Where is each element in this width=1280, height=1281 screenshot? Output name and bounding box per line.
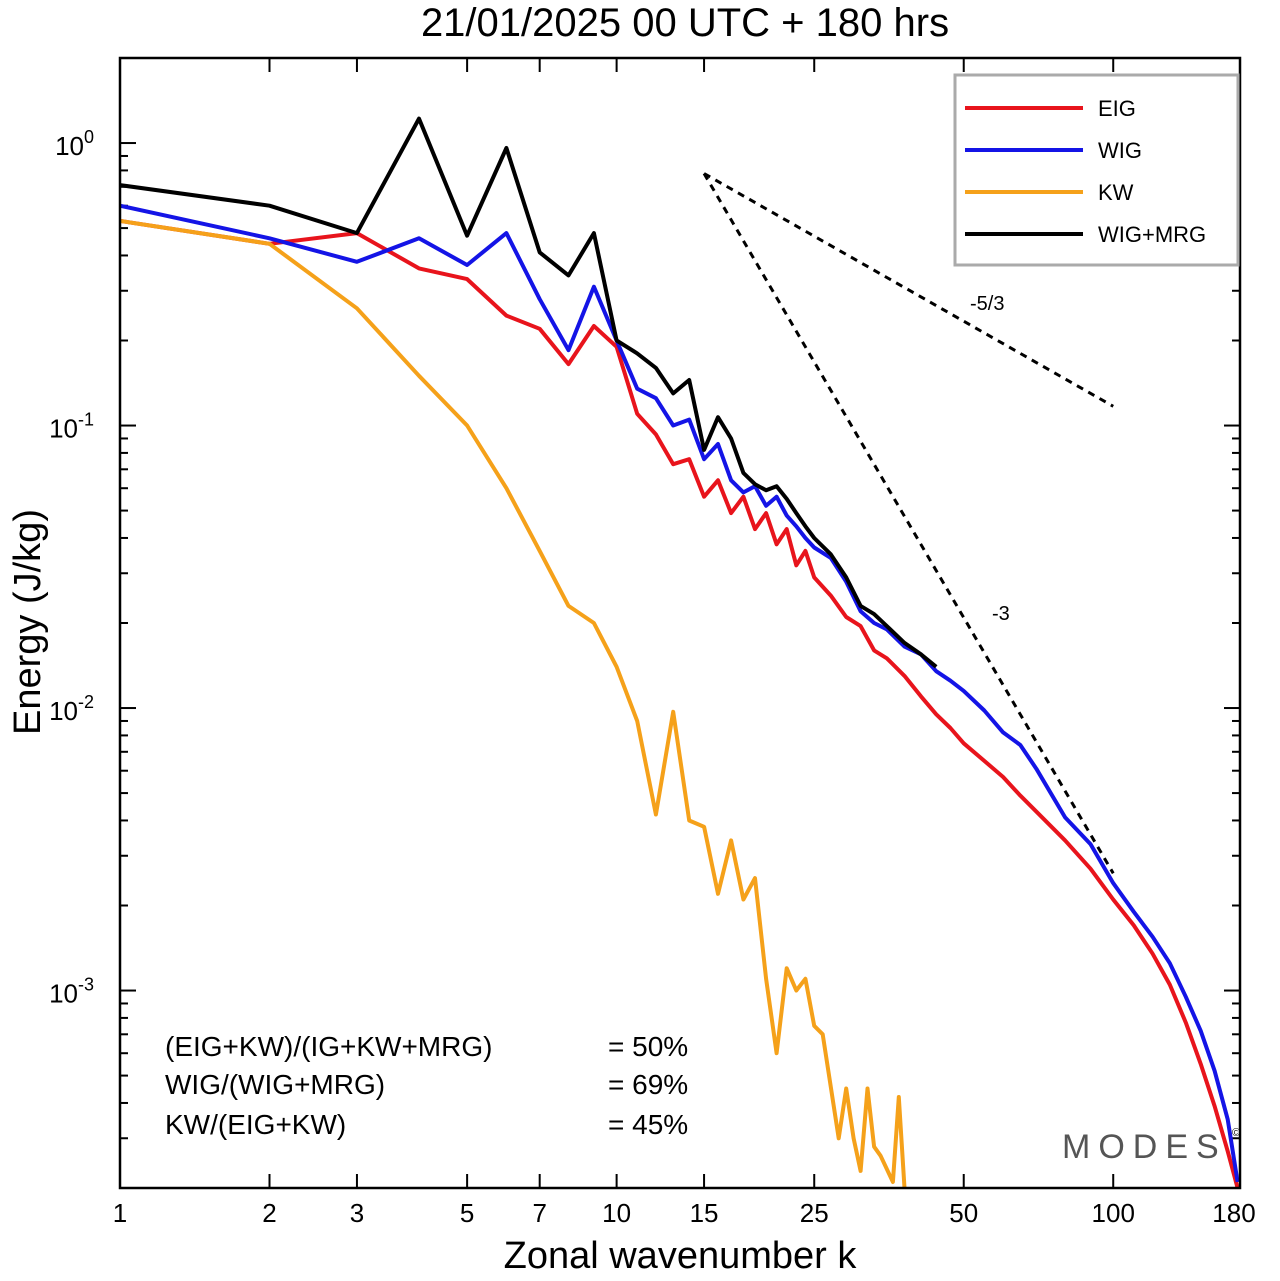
- chart-title: 21/01/2025 00 UTC + 180 hrs: [421, 1, 949, 45]
- slope-label-0: -5/3: [970, 293, 1004, 315]
- x-tick-labels: 1 2 3 5 7 10 15 25 50 100 180: [113, 1198, 1256, 1228]
- x-tick-label: 25: [800, 1198, 829, 1228]
- y-tick-labels: 100 10-1 10-2 10-3: [49, 127, 94, 1009]
- series-line-kw: [120, 218, 907, 1188]
- ratio-label-eig-kw: (EIG+KW)/(IG+KW+MRG): [165, 1031, 492, 1062]
- ratio-value-eig-kw: = 50%: [608, 1031, 688, 1062]
- x-tick-label: 100: [1092, 1198, 1135, 1228]
- slope-line-0: [703, 172, 1114, 408]
- x-tick-label: 7: [532, 1198, 546, 1228]
- y-tick-label: 100: [55, 127, 94, 161]
- legend-label: KW: [1098, 180, 1134, 205]
- series-line-eig: [120, 218, 1240, 1188]
- x-tick-label: 1: [113, 1198, 127, 1228]
- legend-label: WIG+MRG: [1098, 222, 1206, 247]
- ratio-value-kw: = 45%: [608, 1109, 688, 1140]
- y-tick-label: 10-2: [49, 692, 94, 726]
- ratio-label-wig: WIG/(WIG+MRG): [165, 1069, 385, 1100]
- legend-label: EIG: [1098, 96, 1136, 121]
- copyright-symbol: ©: [1232, 1127, 1240, 1139]
- series-lines: [120, 116, 1240, 1188]
- x-tick-label: 15: [690, 1198, 719, 1228]
- x-tick-label: 10: [602, 1198, 631, 1228]
- y-axis-label: Energy (J/kg): [7, 509, 49, 735]
- legend: EIG WIG KW WIG+MRG: [953, 73, 1240, 267]
- x-axis-label: Zonal wavenumber k: [504, 1235, 858, 1277]
- ratio-annotations: (EIG+KW)/(IG+KW+MRG) = 50% WIG/(WIG+MRG)…: [165, 1031, 688, 1140]
- slope-line-1: [702, 172, 1115, 875]
- modes-watermark: MODES: [1062, 1128, 1227, 1166]
- ratio-value-wig: = 69%: [608, 1069, 688, 1100]
- plot-frame: [118, 56, 1242, 1190]
- legend-label: WIG: [1098, 138, 1142, 163]
- series-line-wig: [120, 203, 1240, 1183]
- y-tick-label: 10-3: [49, 975, 94, 1009]
- x-tick-label: 50: [949, 1198, 978, 1228]
- x-tick-label: 2: [262, 1198, 276, 1228]
- reference-slopes: -5/3 -3: [702, 172, 1115, 875]
- series-line-wig-mrg: [120, 116, 938, 669]
- x-tick-label: 180: [1212, 1198, 1255, 1228]
- y-tick-label: 10-1: [49, 410, 94, 444]
- slope-label-1: -3: [992, 603, 1010, 625]
- ratio-label-kw: KW/(EIG+KW): [165, 1109, 346, 1140]
- x-tick-label: 5: [460, 1198, 474, 1228]
- x-tick-label: 3: [350, 1198, 364, 1228]
